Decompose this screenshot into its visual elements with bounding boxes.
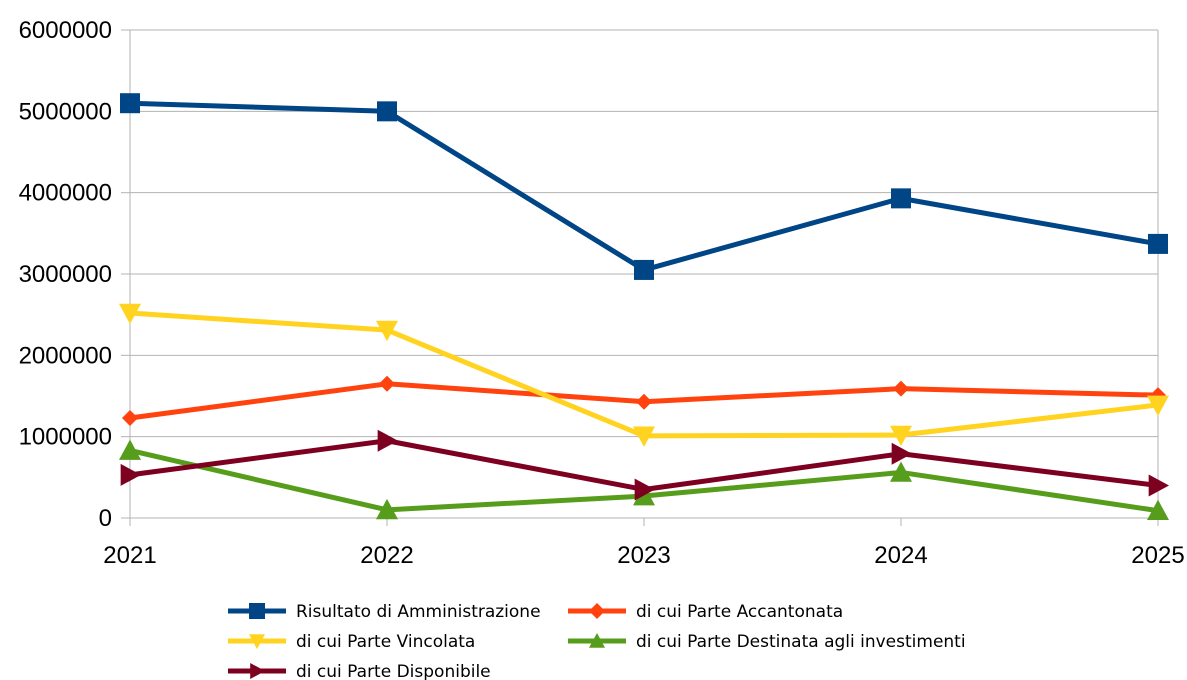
- data-point: [379, 376, 395, 392]
- x-tick-label: 2023: [617, 542, 670, 569]
- data-point: [892, 443, 912, 465]
- data-point: [634, 260, 654, 280]
- data-point: [636, 394, 652, 410]
- legend-label: di cui Parte Disponibile: [296, 662, 491, 680]
- data-point: [249, 603, 265, 619]
- x-tick-label: 2022: [360, 542, 413, 569]
- legend-item: Risultato di Amministrazione: [228, 602, 541, 622]
- y-tick-label: 4000000: [19, 180, 112, 207]
- series-line: [130, 313, 1158, 436]
- y-tick-label: 2000000: [19, 342, 112, 369]
- legend-item: di cui Parte Accantonata: [568, 602, 843, 622]
- y-tick-label: 5000000: [19, 98, 112, 125]
- series-line: [130, 441, 1158, 490]
- data-point: [119, 439, 141, 459]
- x-tick-label: 2024: [874, 542, 927, 569]
- data-point: [1148, 234, 1168, 254]
- data-point: [378, 430, 398, 452]
- legend-item: di cui Parte Disponibile: [228, 662, 491, 680]
- legend-label: di cui Parte Vincolata: [296, 632, 475, 652]
- legend: Risultato di Amministrazione di cui Parte…: [228, 602, 966, 680]
- x-tick-label: 2021: [103, 542, 156, 569]
- legend-item: di cui Parte Vincolata: [228, 632, 475, 652]
- data-point: [250, 663, 265, 679]
- y-tick-label: 0: [99, 505, 112, 532]
- legend-label: Risultato di Amministrazione: [296, 602, 541, 622]
- y-tick-label: 1000000: [19, 424, 112, 451]
- data-point: [120, 93, 140, 113]
- legend-label: di cui Parte Destinata agli investimenti: [636, 632, 966, 652]
- legend-label: di cui Parte Accantonata: [636, 602, 843, 622]
- y-tick-label: 6000000: [19, 17, 112, 44]
- legend-item: di cui Parte Destinata agli investimenti: [568, 632, 966, 652]
- data-point: [893, 381, 909, 397]
- x-tick-label: 2025: [1131, 542, 1184, 569]
- data-point: [121, 464, 141, 486]
- series-lines: [130, 103, 1158, 510]
- data-point: [1149, 474, 1169, 496]
- data-point: [122, 410, 138, 426]
- series-line: [130, 103, 1158, 270]
- data-point: [589, 603, 605, 619]
- y-tick-label: 3000000: [19, 261, 112, 288]
- data-point: [891, 188, 911, 208]
- data-point: [377, 101, 397, 121]
